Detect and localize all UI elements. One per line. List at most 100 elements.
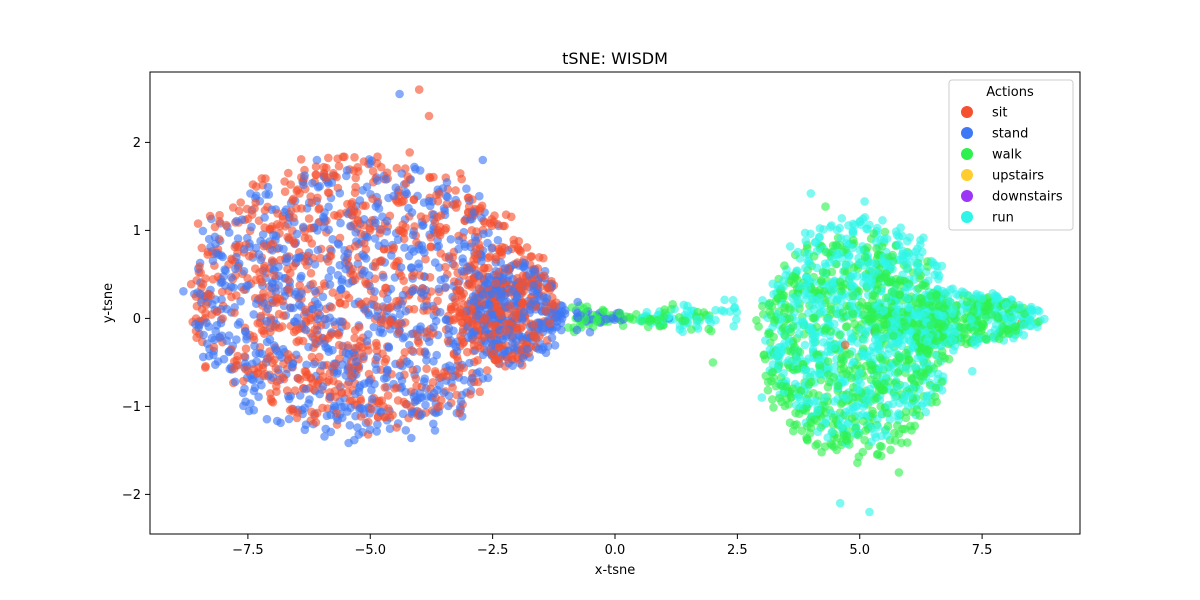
point-stand <box>333 270 343 280</box>
point-run <box>886 362 896 371</box>
point-sit <box>364 417 373 427</box>
y-axis-label: y-tsne <box>101 283 116 323</box>
point-walk <box>882 319 891 329</box>
point-sit <box>241 344 251 354</box>
point-sit <box>334 161 344 171</box>
point-stand <box>441 315 451 325</box>
point-sit <box>206 291 215 300</box>
point-sit <box>381 283 390 293</box>
point-sit <box>343 388 353 398</box>
point-run <box>916 263 925 273</box>
point-sit <box>408 271 417 281</box>
point-run <box>948 309 957 318</box>
point-run <box>811 238 820 247</box>
point-stand <box>608 314 617 323</box>
point-stand <box>387 251 396 260</box>
point-walk <box>773 293 783 303</box>
point-stand <box>242 335 251 344</box>
point-stand <box>362 336 372 346</box>
point-stand <box>291 253 301 263</box>
point-walk <box>786 327 796 337</box>
point-stand <box>238 388 248 398</box>
point-run <box>806 367 816 377</box>
point-run <box>905 233 914 242</box>
point-stand <box>251 243 261 253</box>
point-stand <box>573 297 582 307</box>
point-stand <box>208 256 218 266</box>
point-run <box>827 221 836 230</box>
point-sit <box>434 189 444 199</box>
point-sit <box>385 303 395 313</box>
point-run <box>813 427 823 437</box>
point-sit <box>267 256 277 265</box>
point-walk <box>900 424 910 434</box>
point-sit <box>473 250 483 259</box>
point-sit <box>323 333 333 343</box>
point-stand <box>229 283 238 292</box>
point-sit <box>457 335 467 345</box>
point-run <box>807 328 817 338</box>
point-stand <box>381 175 391 184</box>
point-run <box>892 230 902 240</box>
point-walk <box>829 413 838 422</box>
point-sit <box>467 318 476 328</box>
point-walk <box>835 330 844 340</box>
point-stand <box>529 296 539 306</box>
point-stand <box>286 303 295 313</box>
point-sit <box>338 152 348 162</box>
point-sit <box>324 153 333 163</box>
point-stand <box>367 385 376 395</box>
point-sit <box>264 354 273 363</box>
point-stand <box>271 345 281 354</box>
point-sit <box>325 368 335 378</box>
point-sit <box>306 268 316 278</box>
point-sit <box>392 423 401 432</box>
point-run <box>836 234 846 243</box>
point-sit <box>201 300 211 310</box>
point-run <box>828 295 838 304</box>
point-walk <box>924 365 933 374</box>
point-stand <box>318 292 328 302</box>
point-sit <box>247 210 257 219</box>
point-stand <box>341 264 351 274</box>
point-sit <box>296 155 306 164</box>
point-run <box>871 237 881 247</box>
point-walk <box>934 319 943 329</box>
point-sit <box>475 206 485 215</box>
point-stand <box>352 357 361 366</box>
point-walk <box>785 314 794 323</box>
point-stand <box>465 265 474 275</box>
point-stand <box>393 235 403 244</box>
point-stand <box>400 243 409 252</box>
point-stand <box>408 286 418 295</box>
point-run <box>844 221 853 230</box>
point-stand <box>421 400 430 410</box>
point-stand <box>296 274 305 283</box>
point-sit <box>485 219 495 228</box>
point-stand <box>459 375 469 385</box>
point-walk <box>873 379 882 389</box>
point-stand <box>379 272 388 282</box>
point-sit <box>386 318 395 327</box>
point-stand <box>474 271 484 281</box>
point-sit <box>519 286 528 296</box>
point-sit <box>514 245 523 254</box>
point-stand <box>249 375 258 385</box>
point-run <box>844 252 854 261</box>
point-run <box>800 340 810 350</box>
point-sit <box>345 396 355 406</box>
point-walk <box>771 381 781 391</box>
point-walk <box>769 403 778 412</box>
point-sit <box>212 307 222 317</box>
point-walk <box>928 302 937 311</box>
point-walk <box>871 325 880 335</box>
point-stand <box>345 421 355 430</box>
point-sit <box>298 336 308 346</box>
point-stand <box>382 216 392 226</box>
point-sit <box>511 312 521 322</box>
point-stand <box>264 190 274 199</box>
point-sit <box>544 283 553 293</box>
x-tick-label: 7.5 <box>972 543 993 558</box>
point-run <box>823 347 832 357</box>
point-stand <box>249 310 258 319</box>
